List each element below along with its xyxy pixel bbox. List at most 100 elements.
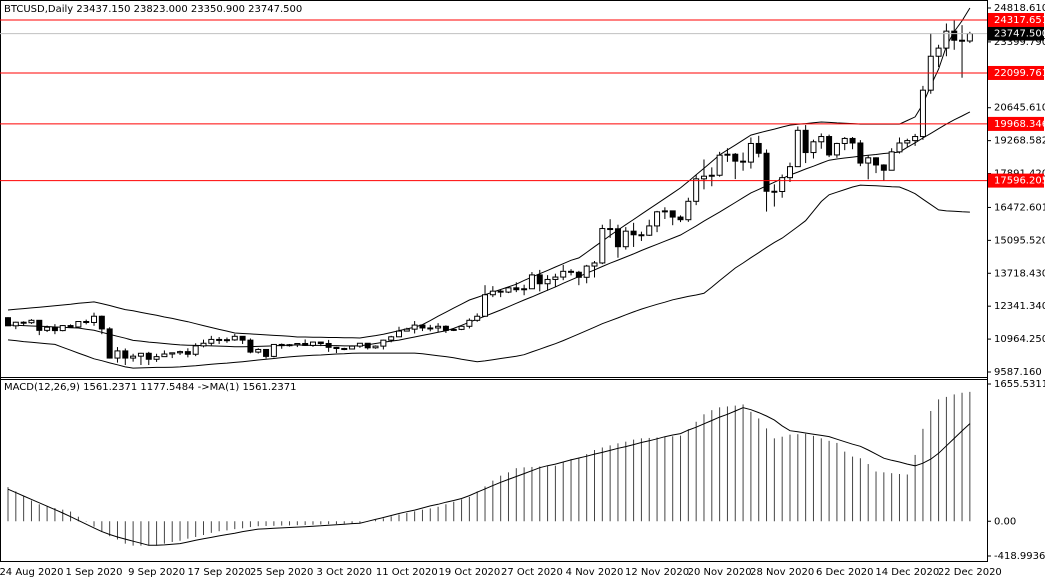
candle-body bbox=[880, 164, 887, 171]
candle-body bbox=[700, 175, 707, 180]
x-tick-label: 12 Nov 2020 bbox=[625, 567, 689, 578]
price-level-box bbox=[988, 116, 1044, 131]
candle-body bbox=[458, 325, 465, 330]
candle-body bbox=[153, 356, 160, 360]
y-tick-label: 10964.250 bbox=[994, 334, 1045, 345]
y-tick-label: 16472.601 bbox=[994, 202, 1045, 213]
candle-body bbox=[638, 234, 645, 237]
candle-body bbox=[161, 353, 168, 358]
x-tick-label: 19 Oct 2020 bbox=[438, 567, 500, 578]
y-tick-label: 13718.430 bbox=[994, 268, 1045, 279]
candle-body bbox=[419, 324, 426, 329]
candle-body bbox=[239, 335, 246, 341]
current-price-label: 23747.500 bbox=[994, 29, 1045, 40]
candle-body bbox=[693, 178, 700, 202]
candle-body bbox=[716, 154, 723, 176]
y-tick-label: 23399.790 bbox=[994, 37, 1045, 48]
candle-body bbox=[255, 348, 262, 353]
price-level-label: 19968.346 bbox=[994, 119, 1045, 130]
bollinger-band bbox=[7, 184, 970, 369]
candle-body bbox=[192, 345, 199, 355]
candle-body bbox=[482, 294, 489, 317]
candle-body bbox=[646, 225, 653, 236]
candle-body bbox=[302, 342, 309, 346]
candle-body bbox=[356, 342, 363, 347]
current-price-box bbox=[988, 26, 1044, 41]
candle-body bbox=[896, 142, 903, 153]
candle-body bbox=[169, 352, 176, 355]
candle-body bbox=[122, 350, 129, 359]
candle-body bbox=[497, 290, 504, 293]
candle-body bbox=[599, 228, 606, 264]
candle-body bbox=[36, 319, 43, 331]
y-tick-label: 24818.610 bbox=[994, 3, 1045, 14]
candle-body bbox=[145, 352, 152, 360]
candle-body bbox=[888, 151, 895, 171]
candle-body bbox=[552, 276, 559, 280]
candle-body bbox=[669, 210, 676, 218]
candle-body bbox=[865, 157, 872, 164]
indicator-title: MACD(12,26,9) 1561.2371 1177.5484 ->MA(1… bbox=[4, 382, 297, 393]
candle-body bbox=[732, 153, 739, 162]
candle-body bbox=[951, 30, 958, 41]
candle-body bbox=[286, 344, 293, 347]
plot-frame bbox=[0, 0, 988, 562]
candle-body bbox=[317, 341, 324, 344]
candle-body bbox=[591, 262, 598, 267]
candle-body bbox=[873, 157, 880, 166]
candle-body bbox=[364, 342, 371, 349]
x-tick-label: 14 Dec 2020 bbox=[875, 567, 939, 578]
candle-body bbox=[325, 342, 332, 348]
candle-body bbox=[787, 166, 793, 179]
candle-body bbox=[771, 190, 778, 193]
candle-body bbox=[263, 348, 270, 357]
candle-body bbox=[388, 336, 395, 341]
candle-body bbox=[724, 153, 731, 156]
price-level-box bbox=[988, 12, 1044, 27]
candle-body bbox=[912, 136, 919, 142]
candle-body bbox=[403, 328, 410, 332]
candle-body bbox=[841, 137, 848, 144]
candle-body bbox=[83, 321, 90, 324]
candle-body bbox=[450, 328, 457, 331]
bollinger-band bbox=[7, 7, 971, 339]
y-tick-label: 20645.610 bbox=[994, 103, 1045, 114]
candle-body bbox=[309, 341, 316, 346]
candle-body bbox=[44, 326, 51, 331]
candle-body bbox=[857, 142, 864, 164]
candle-body bbox=[67, 325, 74, 328]
candle-body bbox=[130, 355, 137, 359]
candle-body bbox=[536, 274, 543, 285]
candle-body bbox=[779, 177, 786, 193]
candle-body bbox=[568, 270, 575, 273]
candle-body bbox=[435, 325, 442, 329]
candle-body bbox=[607, 228, 614, 231]
candle-body bbox=[333, 346, 340, 350]
candle-body bbox=[396, 330, 402, 338]
candle-body bbox=[528, 274, 535, 290]
candle-body bbox=[661, 210, 668, 213]
candle-body bbox=[372, 345, 379, 349]
candle-body bbox=[959, 39, 966, 42]
candle-body bbox=[51, 326, 58, 332]
candle-body bbox=[614, 228, 621, 248]
candle-body bbox=[708, 174, 715, 177]
candle-body bbox=[12, 321, 19, 327]
bollinger-band bbox=[7, 111, 971, 348]
candle-body bbox=[630, 230, 637, 236]
candle-body bbox=[802, 129, 809, 154]
candle-body bbox=[560, 270, 567, 278]
candle-body bbox=[583, 265, 590, 278]
x-tick-label: 4 Nov 2020 bbox=[566, 567, 624, 578]
x-tick-label: 3 Oct 2020 bbox=[317, 567, 372, 578]
candle-body bbox=[935, 47, 942, 57]
candle-body bbox=[216, 338, 223, 341]
candle-body bbox=[474, 315, 481, 321]
x-tick-label: 20 Nov 2020 bbox=[688, 567, 752, 578]
candle-body bbox=[114, 350, 121, 359]
candle-body bbox=[28, 319, 35, 324]
price-level-label: 22099.761 bbox=[994, 68, 1045, 79]
price-level-label: 17596.205 bbox=[994, 176, 1045, 187]
x-tick-label: 28 Nov 2020 bbox=[750, 567, 814, 578]
